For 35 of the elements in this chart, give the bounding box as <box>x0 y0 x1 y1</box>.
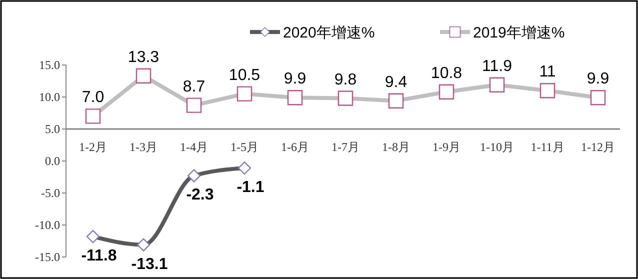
data-label: 9.8 <box>334 71 357 88</box>
data-label: 11.9 <box>482 58 512 75</box>
x-tick-label: 1-5月 <box>230 140 258 154</box>
data-label: -13.1 <box>131 256 168 273</box>
data-label: 13.3 <box>128 48 160 66</box>
data-label: 9.9 <box>284 70 306 88</box>
y-tick-label: 10.0 <box>39 90 60 104</box>
data-label: 8.7 <box>182 78 206 96</box>
data-label: 10.8 <box>430 64 462 82</box>
data-label: -11.8 <box>81 248 117 265</box>
x-tick-label: 1-11月 <box>530 140 564 154</box>
x-tick-label: 1-4月 <box>180 140 208 154</box>
data-label: -2.3 <box>186 186 214 204</box>
data-label: 9.9 <box>586 70 610 88</box>
data-label: 10.5 <box>228 66 260 84</box>
data-label: 7.0 <box>82 89 104 106</box>
y-tick-label: 5.0 <box>45 122 60 136</box>
data-label: 11 <box>539 64 556 81</box>
legend-label: 2020年增速% <box>283 24 375 42</box>
y-tick-label: 0.0 <box>45 154 60 168</box>
x-tick-label: 1-10月 <box>480 140 514 154</box>
y-tick-label: -10.0 <box>35 218 60 232</box>
x-tick-label: 1-7月 <box>332 140 360 154</box>
y-tick-label: -15.0 <box>35 250 60 264</box>
y-tick-label: -5.0 <box>41 186 60 200</box>
x-tick-label: 1-2月 <box>79 140 107 154</box>
x-tick-label: 1-12月 <box>581 140 615 154</box>
x-tick-label: 1-8月 <box>382 140 410 154</box>
x-tick-label: 1-3月 <box>130 140 158 154</box>
y-tick-label: 15.0 <box>39 58 60 72</box>
x-tick-label: 1-9月 <box>432 140 460 154</box>
legend-label: 2019年增速% <box>473 24 565 42</box>
data-label: -1.1 <box>236 179 264 196</box>
x-tick-label: 1-6月 <box>281 140 309 154</box>
data-label: 9.4 <box>384 74 408 91</box>
